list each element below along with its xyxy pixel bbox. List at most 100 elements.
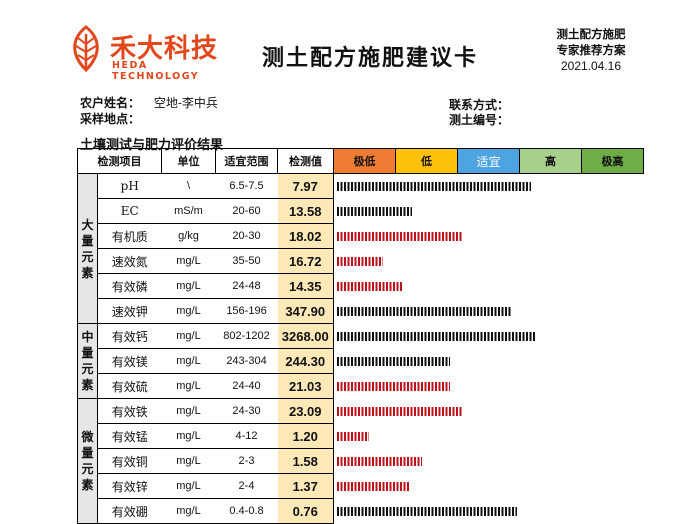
level-bar [337,381,450,391]
table-row: 速效钾 mg/L 156-196 347.90 [78,298,644,324]
farmer-info: 农户姓名： 空地-李中兵 [80,94,218,111]
item-name: 有效硫 [97,373,162,399]
item-value: 1.58 [277,448,334,474]
company-logo: 禾大科技 HEDA TECHNOLOGY [64,24,224,82]
level-bar-cell [333,448,644,474]
brand-name-en: HEDA TECHNOLOGY [112,60,200,82]
brand-name: 禾大科技 [110,34,219,64]
item-range: 4-12 [215,423,278,449]
item-value: 1.20 [277,423,334,449]
item-range: 6.5-7.5 [215,173,278,199]
item-name: 有效硼 [97,498,162,524]
group-label-char: 大 [81,217,94,232]
table-row: 中量元素有效钙 mg/L 802-1202 3268.00 [77,323,644,399]
item-name: 有效铜 [97,448,162,474]
page-title: 测土配方施肥建议卡 [262,46,479,71]
item-unit: mg/L [161,348,216,374]
table-row: 有机质 g/kg 20-30 18.02 [78,223,644,249]
item-unit: mg/L [161,323,216,349]
contact-label: 联系方式： [449,98,510,112]
table-row: EC mS/m 20-60 13.58 [78,198,644,224]
level-bar-cell [333,323,644,349]
item-unit: mS/m [161,198,216,224]
group-label-char: 元 [81,462,94,476]
level-bar-cell [333,298,644,324]
item-range: 2-3 [215,448,278,474]
level-bar [337,331,535,341]
group-label-char: 元 [81,362,94,376]
group-label-char: 素 [81,378,94,392]
item-value: 3268.00 [277,323,334,349]
group-label-char: 中 [81,330,94,344]
report-date: 2021.04.16 [560,59,622,73]
level-bar-cell [333,273,644,299]
item-unit: mg/L [161,298,216,324]
item-value: 21.03 [277,373,334,399]
level-bar-cell [333,173,644,199]
level-bar [337,306,511,316]
location-label: 采样地点： [80,112,141,126]
table-row: 有效铜 mg/L 2-3 1.58 [78,448,644,474]
table-row: 有效锰 mg/L 4-12 1.20 [78,423,644,449]
table-row: 有效锌 mg/L 2-4 1.37 [78,473,644,499]
item-name: 有效磷 [97,273,162,299]
group-label-char: 素 [81,265,94,280]
item-value: 14.35 [277,273,334,299]
item-unit: mg/L [161,273,216,299]
item-range: 20-60 [215,198,278,224]
location-info: 采样地点： [80,110,140,127]
level-bar [337,356,450,366]
level-high: 高 [519,148,582,174]
item-name: 速效氮 [97,248,162,274]
item-range: 802-1202 [215,323,278,349]
table-header-row: 检测项目 单位 适宜范围 检测值 极低 低 适宜 高 极高 [77,148,644,174]
level-suitable: 适宜 [457,148,520,174]
table-row: 有效硫 mg/L 24-40 21.03 [78,373,644,399]
contact-info: 联系方式： [449,96,509,113]
item-name: 速效钾 [97,298,162,324]
item-unit: g/kg [161,223,216,249]
item-unit: mg/L [161,448,216,474]
level-very-low: 极低 [333,148,396,174]
item-name: 有机质 [97,223,162,249]
soil-test-table: 检测项目 单位 适宜范围 检测值 极低 低 适宜 高 极高 大量元素 pH \ 6.5… [77,148,644,524]
item-name: 有效镁 [97,348,162,374]
item-range: 243-304 [215,348,278,374]
group-label-char: 量 [81,346,94,360]
corner-note: 测土配方施肥 专家推荐方案 2021.04.16 [536,26,646,74]
table-row: 大量元素 pH \ 6.5-7.5 7.97 [77,173,644,324]
corner-line1: 测土配方施肥 [556,27,626,41]
level-bar [337,406,462,416]
table-row: 速效氮 mg/L 35-50 16.72 [78,248,644,274]
level-bar [337,231,462,241]
header-range: 适宜范围 [215,148,278,174]
item-range: 156-196 [215,298,278,324]
item-value: 13.58 [277,198,334,224]
table-row: 有效硼 mg/L 0.4-0.8 0.76 [78,498,644,524]
item-value: 23.09 [277,398,334,424]
level-bar-cell [333,398,644,424]
level-bar [337,256,383,266]
level-bar-cell [333,248,644,274]
item-value: 1.37 [277,473,334,499]
group-label-char: 微 [81,430,94,444]
level-low: 低 [395,148,458,174]
group-label: 中量元素 [77,323,98,399]
level-bar [337,431,369,441]
level-bar [337,206,412,216]
farmer-label: 农户姓名： [80,96,141,110]
header-unit: 单位 [161,148,216,174]
level-bar-cell [333,373,644,399]
item-value: 0.76 [277,498,334,524]
item-value: 244.30 [277,348,334,374]
group-label-char: 量 [81,233,94,248]
level-bar-cell [333,348,644,374]
item-range: 24-30 [215,398,278,424]
level-bar [337,456,422,466]
item-name: 有效铁 [97,398,162,424]
level-bar-cell [333,223,644,249]
item-name: 有效锰 [97,423,162,449]
item-range: 24-48 [215,273,278,299]
table-row: 有效磷 mg/L 24-48 14.35 [78,273,644,299]
soil-id-label: 测土编号： [449,113,510,127]
